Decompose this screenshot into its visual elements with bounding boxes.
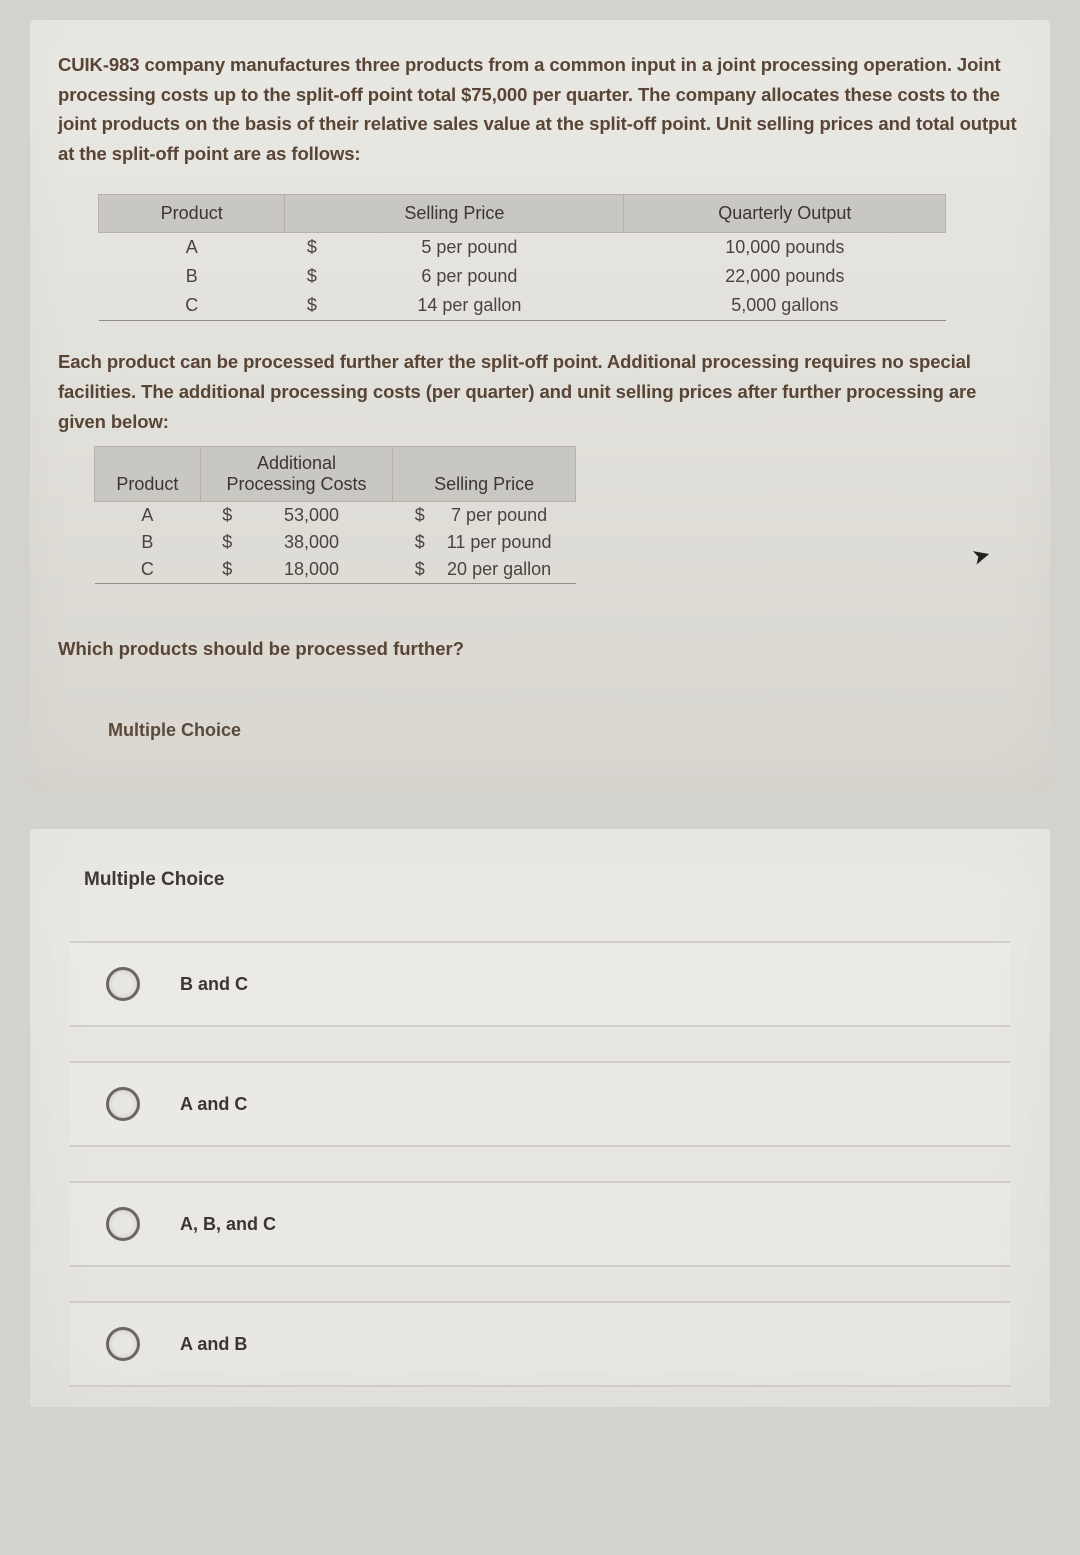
cell-cost: $53,000: [200, 502, 392, 530]
cell-price2: $7 per pound: [393, 502, 576, 530]
th2-product: Product: [95, 447, 201, 502]
question-intro: CUIK-983 company manufactures three prod…: [58, 50, 1022, 168]
table-row: C $18,000 $20 per gallon: [95, 556, 576, 584]
cell-product: C: [95, 556, 201, 584]
table-row: C $14 per gallon 5,000 gallons: [99, 291, 946, 321]
cell-cost: $38,000: [200, 529, 392, 556]
cell-output: 22,000 pounds: [624, 262, 946, 291]
cell-product: B: [99, 262, 285, 291]
option-label: B and C: [180, 974, 248, 995]
mc-label-top: Multiple Choice: [108, 720, 1022, 741]
dollar-sign: $: [291, 266, 321, 287]
th2-processing: Processing Costs: [200, 474, 392, 502]
price-value: 14 per gallon: [321, 295, 618, 316]
th2-price: Selling Price: [393, 447, 576, 502]
cell-cost: $18,000: [200, 556, 392, 584]
dollar-sign: $: [291, 295, 321, 316]
table2-body: A $53,000 $7 per pound B $38,000 $11 per…: [95, 502, 576, 584]
dollar-sign: $: [206, 559, 236, 580]
dollar-sign: $: [399, 505, 429, 526]
price-value: 7 per pound: [429, 505, 570, 526]
panel-gap: [0, 789, 1080, 829]
table-row: A $5 per pound 10,000 pounds: [99, 233, 946, 263]
price-value: 20 per gallon: [429, 559, 570, 580]
dollar-sign: $: [206, 505, 236, 526]
option-label: A, B, and C: [180, 1214, 276, 1235]
option-label: A and B: [180, 1334, 247, 1355]
table-row: B $6 per pound 22,000 pounds: [99, 262, 946, 291]
th-price: Selling Price: [285, 195, 624, 233]
cell-price2: $11 per pound: [393, 529, 576, 556]
table1-body: A $5 per pound 10,000 pounds B $6 per po…: [99, 233, 946, 321]
table-row: A $53,000 $7 per pound: [95, 502, 576, 530]
cell-product: C: [99, 291, 285, 321]
th-product: Product: [99, 195, 285, 233]
cell-product: A: [99, 233, 285, 263]
th2-additional: Additional: [200, 447, 392, 475]
table-further: Product Additional Selling Price Process…: [94, 446, 576, 584]
option-ac[interactable]: A and C: [70, 1061, 1010, 1147]
radio-icon[interactable]: [106, 1207, 140, 1241]
option-abc[interactable]: A, B, and C: [70, 1181, 1010, 1267]
cost-value: 53,000: [236, 505, 386, 526]
cell-price: $6 per pound: [285, 262, 624, 291]
mc-label-bottom: Multiple Choice: [84, 869, 1010, 891]
price-value: 5 per pound: [321, 237, 618, 258]
dollar-sign: $: [291, 237, 321, 258]
radio-icon[interactable]: [106, 967, 140, 1001]
option-label: A and C: [180, 1094, 247, 1115]
cell-price: $14 per gallon: [285, 291, 624, 321]
radio-icon[interactable]: [106, 1327, 140, 1361]
cell-price: $5 per pound: [285, 233, 624, 263]
cell-price2: $20 per gallon: [393, 556, 576, 584]
cost-value: 38,000: [236, 532, 386, 553]
option-ab[interactable]: A and B: [70, 1301, 1010, 1387]
table-row: B $38,000 $11 per pound: [95, 529, 576, 556]
option-bc[interactable]: B and C: [70, 941, 1010, 1027]
dollar-sign: $: [399, 532, 429, 553]
answers-panel: Multiple Choice B and C A and C A, B, an…: [30, 829, 1050, 1407]
th-output: Quarterly Output: [624, 195, 946, 233]
price-value: 6 per pound: [321, 266, 618, 287]
question-final: Which products should be processed furth…: [58, 638, 1022, 660]
radio-icon[interactable]: [106, 1087, 140, 1121]
cost-value: 18,000: [236, 559, 386, 580]
question-mid: Each product can be processed further af…: [58, 347, 1022, 436]
table-splitoff: Product Selling Price Quarterly Output A…: [98, 194, 946, 321]
question-panel: CUIK-983 company manufactures three prod…: [30, 20, 1050, 789]
cell-product: A: [95, 502, 201, 530]
cursor-icon: ➤: [969, 541, 994, 571]
cell-output: 5,000 gallons: [624, 291, 946, 321]
dollar-sign: $: [206, 532, 236, 553]
dollar-sign: $: [399, 559, 429, 580]
cell-product: B: [95, 529, 201, 556]
price-value: 11 per pound: [429, 532, 570, 553]
cell-output: 10,000 pounds: [624, 233, 946, 263]
